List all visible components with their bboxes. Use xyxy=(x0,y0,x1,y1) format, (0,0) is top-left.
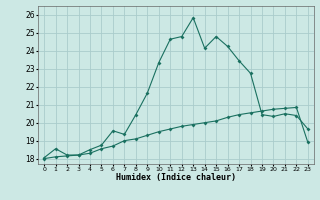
X-axis label: Humidex (Indice chaleur): Humidex (Indice chaleur) xyxy=(116,173,236,182)
